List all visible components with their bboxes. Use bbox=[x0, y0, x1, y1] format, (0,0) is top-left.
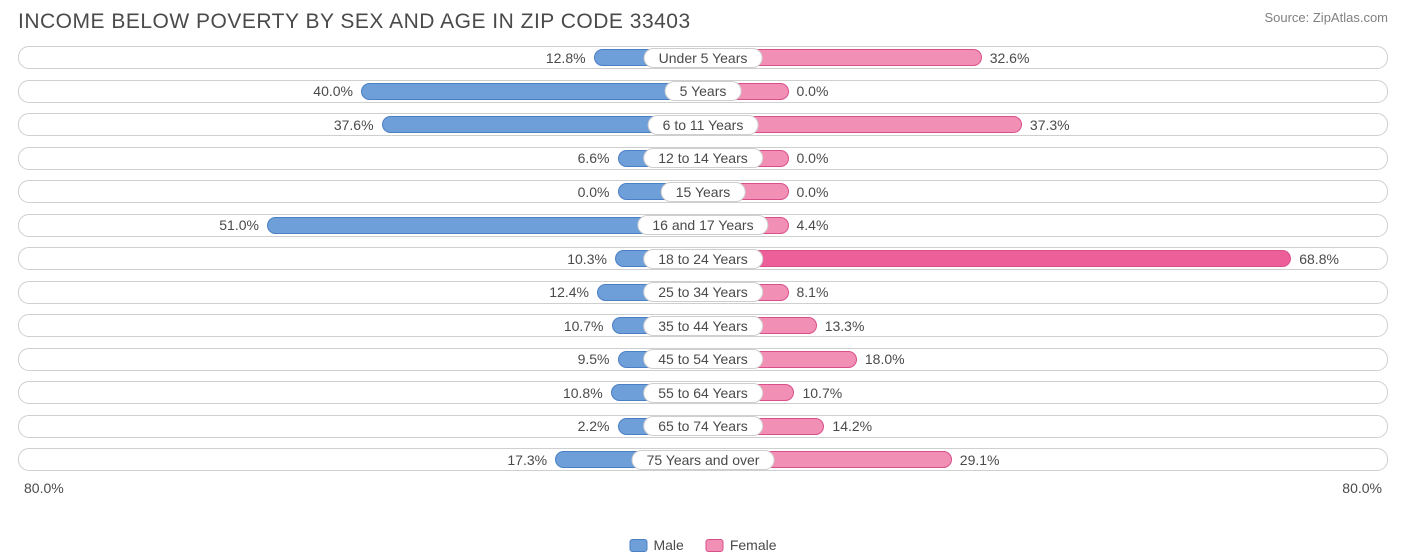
axis-max-right: 80.0% bbox=[1342, 480, 1382, 496]
female-value-label: 13.3% bbox=[825, 318, 865, 334]
female-value-label: 10.7% bbox=[802, 385, 842, 401]
chart-row: 0.0% 0.0% 15 Years bbox=[18, 180, 1388, 203]
female-value-label: 68.8% bbox=[1299, 251, 1339, 267]
male-value-label: 51.0% bbox=[219, 217, 259, 233]
chart-title: INCOME BELOW POVERTY BY SEX AND AGE IN Z… bbox=[18, 10, 691, 34]
chart-row: 40.0% 0.0% 5 Years bbox=[18, 80, 1388, 103]
male-value-label: 9.5% bbox=[578, 351, 610, 367]
female-value-label: 0.0% bbox=[797, 83, 829, 99]
male-value-label: 10.7% bbox=[564, 318, 604, 334]
chart-row: 10.8% 10.7% 55 to 64 Years bbox=[18, 381, 1388, 404]
male-value-label: 12.8% bbox=[546, 50, 586, 66]
male-value-label: 10.8% bbox=[563, 385, 603, 401]
category-label: 65 to 74 Years bbox=[643, 416, 763, 436]
axis-labels: 80.0% 80.0% bbox=[18, 480, 1388, 496]
category-label: 75 Years and over bbox=[632, 450, 775, 470]
male-value-label: 6.6% bbox=[578, 150, 610, 166]
chart-row: 2.2% 14.2% 65 to 74 Years bbox=[18, 415, 1388, 438]
chart-row: 37.6% 37.3% 6 to 11 Years bbox=[18, 113, 1388, 136]
category-label: 55 to 64 Years bbox=[643, 383, 763, 403]
category-label: 16 and 17 Years bbox=[637, 215, 768, 235]
chart-row: 51.0% 4.4% 16 and 17 Years bbox=[18, 214, 1388, 237]
legend-swatch bbox=[629, 539, 647, 552]
category-label: 15 Years bbox=[661, 182, 746, 202]
female-value-label: 8.1% bbox=[797, 284, 829, 300]
legend-item: Female bbox=[706, 537, 777, 553]
male-value-label: 0.0% bbox=[578, 184, 610, 200]
diverging-bar-chart: 12.8% 32.6% Under 5 Years 40.0% 0.0% 5 Years 3… bbox=[18, 46, 1388, 471]
female-value-label: 29.1% bbox=[960, 452, 1000, 468]
chart-source: Source: ZipAtlas.com bbox=[1264, 10, 1388, 25]
category-label: 25 to 34 Years bbox=[643, 282, 763, 302]
legend-swatch bbox=[706, 539, 724, 552]
legend-item: Male bbox=[629, 537, 683, 553]
legend: Male Female bbox=[629, 537, 776, 553]
male-bar bbox=[361, 83, 703, 100]
chart-row: 10.3% 68.8% 18 to 24 Years bbox=[18, 247, 1388, 270]
female-value-label: 18.0% bbox=[865, 351, 905, 367]
legend-label: Male bbox=[653, 537, 683, 553]
category-label: 45 to 54 Years bbox=[643, 349, 763, 369]
female-value-label: 32.6% bbox=[990, 50, 1030, 66]
female-value-label: 4.4% bbox=[797, 217, 829, 233]
chart-row: 6.6% 0.0% 12 to 14 Years bbox=[18, 147, 1388, 170]
female-bar bbox=[703, 250, 1291, 267]
category-label: 35 to 44 Years bbox=[643, 316, 763, 336]
category-label: 5 Years bbox=[665, 81, 742, 101]
male-value-label: 40.0% bbox=[313, 83, 353, 99]
chart-row: 10.7% 13.3% 35 to 44 Years bbox=[18, 314, 1388, 337]
chart-row: 9.5% 18.0% 45 to 54 Years bbox=[18, 348, 1388, 371]
category-label: 12 to 14 Years bbox=[643, 148, 763, 168]
female-value-label: 0.0% bbox=[797, 184, 829, 200]
category-label: 6 to 11 Years bbox=[648, 115, 759, 135]
chart-row: 12.8% 32.6% Under 5 Years bbox=[18, 46, 1388, 69]
male-value-label: 12.4% bbox=[549, 284, 589, 300]
male-value-label: 17.3% bbox=[507, 452, 547, 468]
axis-max-left: 80.0% bbox=[24, 480, 64, 496]
male-value-label: 2.2% bbox=[578, 418, 610, 434]
category-label: Under 5 Years bbox=[644, 48, 763, 68]
chart-row: 17.3% 29.1% 75 Years and over bbox=[18, 448, 1388, 471]
female-value-label: 0.0% bbox=[797, 150, 829, 166]
chart-row: 12.4% 8.1% 25 to 34 Years bbox=[18, 281, 1388, 304]
legend-label: Female bbox=[730, 537, 777, 553]
category-label: 18 to 24 Years bbox=[643, 249, 763, 269]
female-value-label: 37.3% bbox=[1030, 117, 1070, 133]
female-value-label: 14.2% bbox=[832, 418, 872, 434]
male-value-label: 37.6% bbox=[334, 117, 374, 133]
male-value-label: 10.3% bbox=[567, 251, 607, 267]
chart-header: INCOME BELOW POVERTY BY SEX AND AGE IN Z… bbox=[18, 10, 1388, 34]
